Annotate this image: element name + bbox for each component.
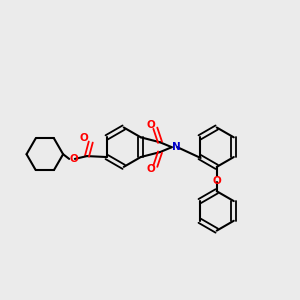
Text: O: O: [80, 133, 88, 143]
Text: O: O: [146, 120, 155, 130]
Text: O: O: [212, 176, 221, 186]
Text: O: O: [146, 164, 155, 174]
Text: N: N: [172, 142, 181, 152]
Text: O: O: [70, 154, 78, 164]
